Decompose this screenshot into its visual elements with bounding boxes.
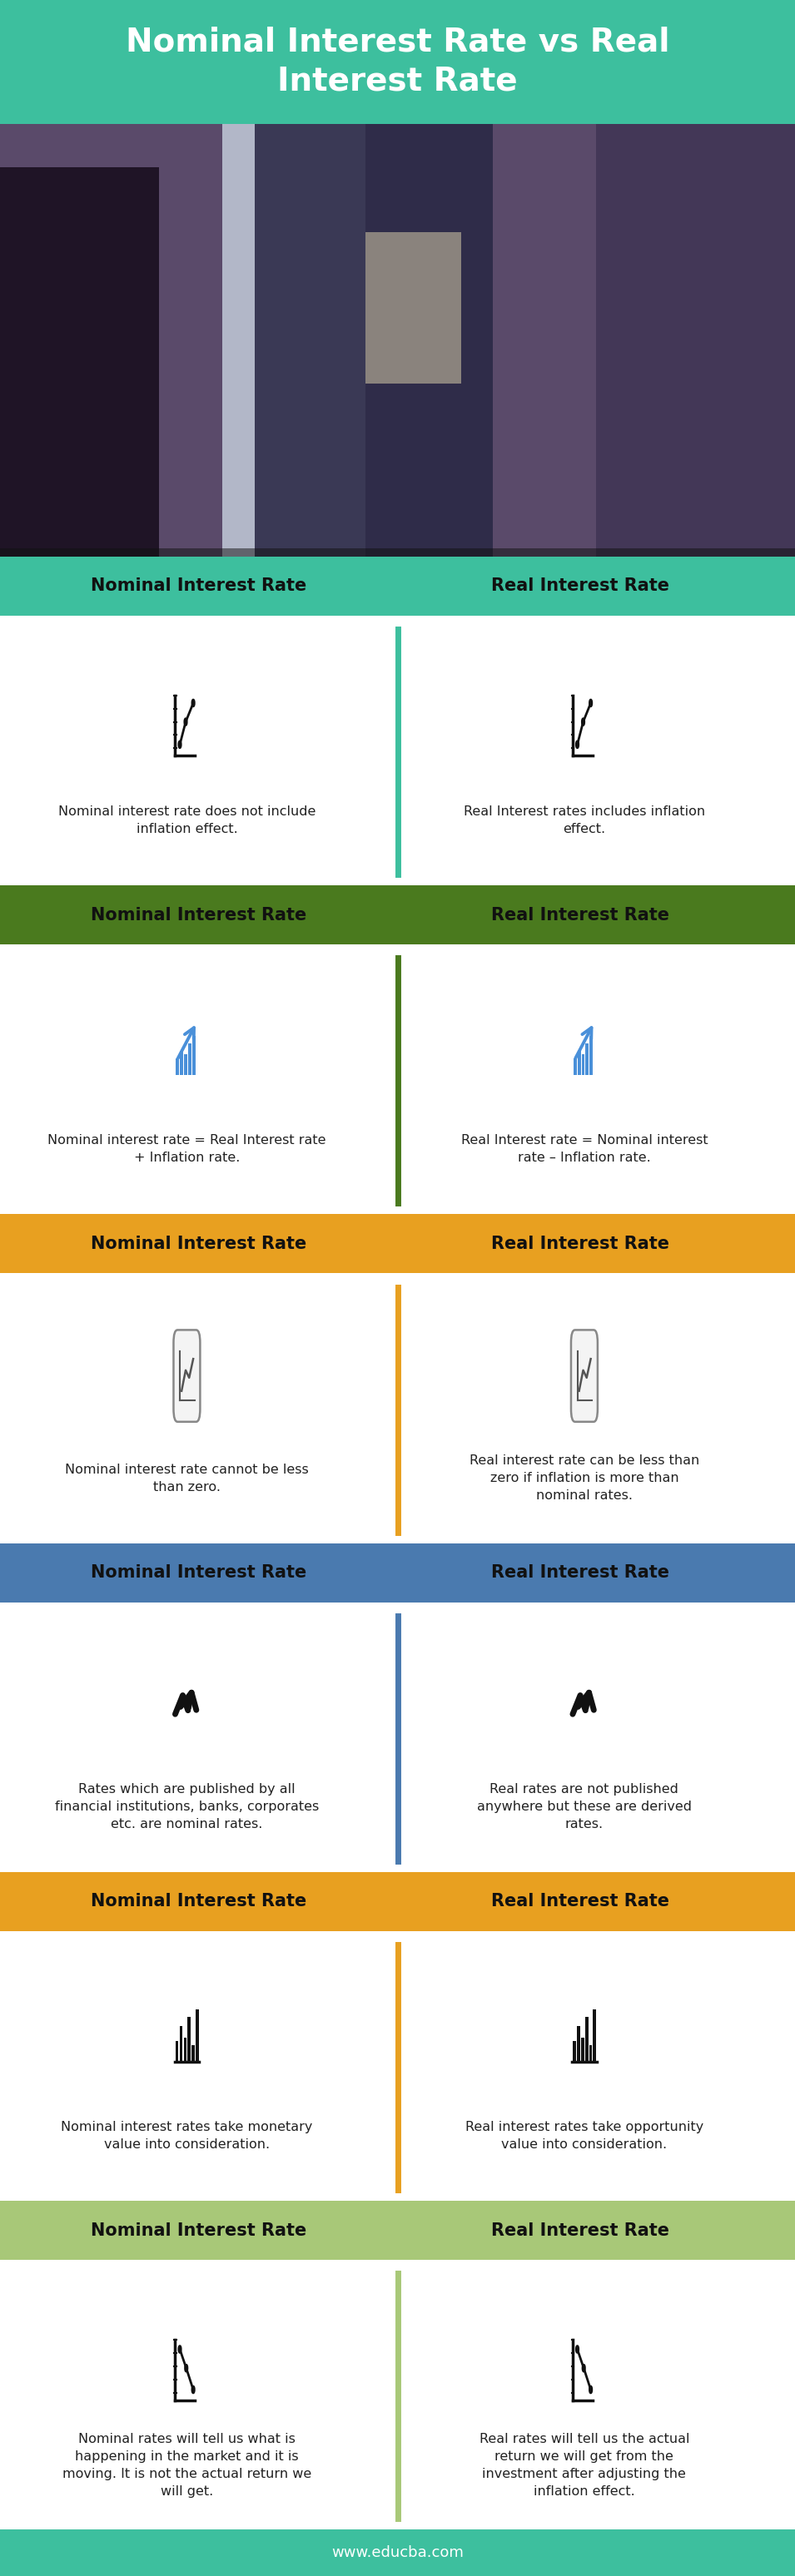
Bar — [188, 1043, 192, 1074]
Bar — [586, 1043, 589, 1074]
Bar — [573, 1059, 576, 1074]
Bar — [0, 2200, 795, 2259]
Bar — [581, 1054, 585, 1074]
Text: Real rates are not published
anywhere but these are derived
rates.: Real rates are not published anywhere bu… — [477, 1783, 692, 1832]
Text: Real Interest Rate: Real Interest Rate — [491, 577, 669, 595]
Bar — [0, 549, 795, 556]
Bar — [573, 2040, 576, 2061]
Bar — [596, 124, 795, 556]
Text: Real Interest Rate: Real Interest Rate — [491, 1564, 669, 1582]
Text: Nominal Interest Rate: Nominal Interest Rate — [91, 2223, 307, 2239]
Bar — [0, 1213, 795, 1273]
Text: Nominal interest rate cannot be less
than zero.: Nominal interest rate cannot be less tha… — [65, 1463, 308, 1494]
Bar — [0, 1602, 795, 1873]
Text: Real interest rates take opportunity
value into consideration.: Real interest rates take opportunity val… — [465, 2120, 704, 2151]
Text: Nominal Interest Rate: Nominal Interest Rate — [91, 907, 307, 922]
Bar — [0, 1873, 795, 1932]
Bar — [0, 1932, 795, 2200]
Bar — [366, 232, 461, 384]
Text: Nominal rates will tell us what is
happening in the market and it is
moving. It : Nominal rates will tell us what is happe… — [62, 2432, 312, 2496]
Bar — [0, 2530, 795, 2576]
Text: Nominal Interest Rate: Nominal Interest Rate — [91, 1564, 307, 1582]
Text: Nominal Interest Rate vs Real
Interest Rate: Nominal Interest Rate vs Real Interest R… — [126, 26, 669, 98]
Bar — [184, 1054, 188, 1074]
Bar — [577, 2027, 580, 2061]
Text: Real rates will tell us the actual
return we will get from the
investment after : Real rates will tell us the actual retur… — [479, 2432, 689, 2496]
Bar — [590, 1036, 593, 1074]
Bar — [223, 124, 366, 556]
Bar — [192, 1036, 196, 1074]
Text: Real Interest rates includes inflation
effect.: Real Interest rates includes inflation e… — [463, 806, 705, 835]
Bar — [188, 2017, 191, 2061]
Text: Real Interest rate = Nominal interest
rate – Inflation rate.: Real Interest rate = Nominal interest ra… — [461, 1133, 708, 1164]
Bar — [593, 2009, 596, 2061]
Bar — [176, 2040, 178, 2061]
Bar — [0, 945, 795, 1213]
Bar — [184, 2038, 187, 2061]
Bar — [0, 886, 795, 945]
Bar — [254, 124, 493, 556]
Text: Real Interest Rate: Real Interest Rate — [491, 1893, 669, 1909]
Text: Nominal Interest Rate: Nominal Interest Rate — [91, 1236, 307, 1252]
Bar — [0, 0, 795, 124]
Text: Nominal Interest Rate: Nominal Interest Rate — [91, 577, 307, 595]
Text: Nominal Interest Rate: Nominal Interest Rate — [91, 1893, 307, 1909]
Text: www.educba.com: www.educba.com — [332, 2545, 463, 2561]
Bar — [176, 1059, 179, 1074]
Bar — [0, 1273, 795, 1543]
Text: Rates which are published by all
financial institutions, banks, corporates
etc. : Rates which are published by all financi… — [55, 1783, 319, 1832]
Bar — [585, 2017, 588, 2061]
Text: Real interest rate can be less than
zero if inflation is more than
nominal rates: Real interest rate can be less than zero… — [469, 1455, 700, 1502]
Text: Nominal interest rates take monetary
value into consideration.: Nominal interest rates take monetary val… — [61, 2120, 312, 2151]
Bar — [0, 167, 159, 556]
Bar — [0, 124, 795, 556]
Bar — [589, 2045, 592, 2061]
Text: Nominal interest rate = Real Interest rate
+ Inflation rate.: Nominal interest rate = Real Interest ra… — [48, 1133, 326, 1164]
Bar — [0, 1543, 795, 1602]
Bar — [192, 2045, 195, 2061]
Bar — [0, 556, 795, 616]
FancyBboxPatch shape — [571, 1329, 598, 1422]
Bar — [0, 616, 795, 886]
Bar — [196, 2009, 199, 2061]
Text: Real Interest Rate: Real Interest Rate — [491, 2223, 669, 2239]
Bar — [180, 1051, 183, 1074]
Bar — [577, 1051, 580, 1074]
Bar — [0, 2259, 795, 2530]
Bar — [581, 2038, 584, 2061]
Text: Nominal interest rate does not include
inflation effect.: Nominal interest rate does not include i… — [58, 806, 316, 835]
Text: Real Interest Rate: Real Interest Rate — [491, 1236, 669, 1252]
Bar — [180, 2027, 183, 2061]
Text: Real Interest Rate: Real Interest Rate — [491, 907, 669, 922]
FancyBboxPatch shape — [173, 1329, 200, 1422]
